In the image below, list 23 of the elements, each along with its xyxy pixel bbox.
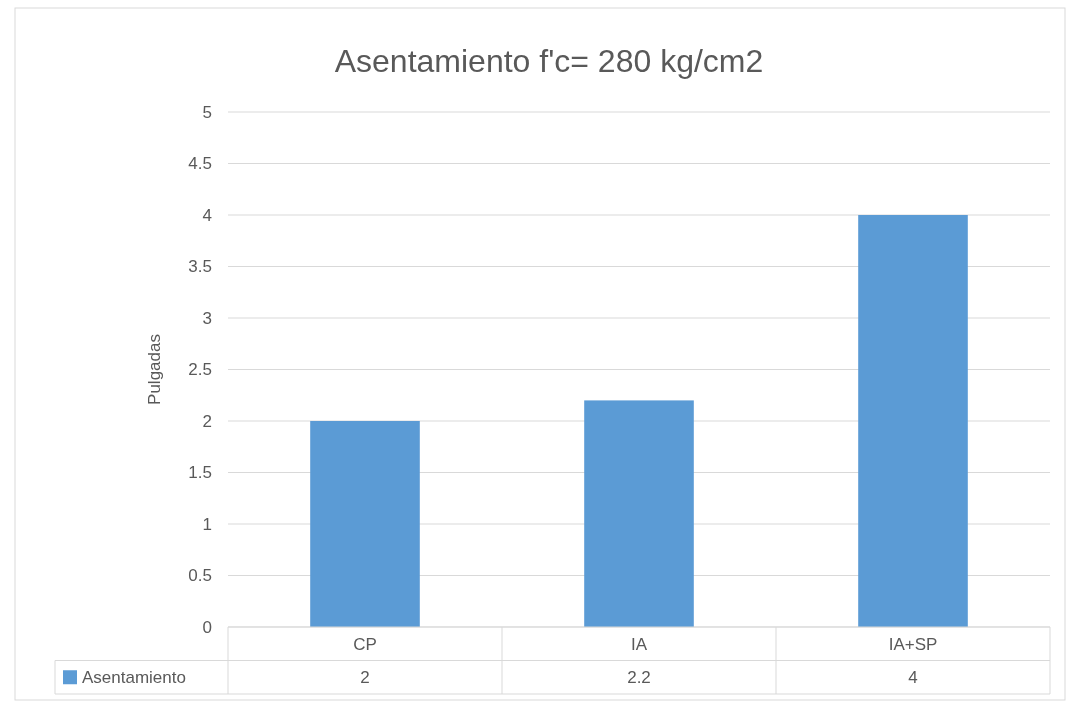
y-tick-label: 3.5 [188,257,212,277]
bar [584,400,694,627]
y-tick-label: 5 [202,102,212,122]
x-tick-label: IA+SP [888,634,938,654]
y-tick-label: 1 [202,514,212,534]
data-label: 4 [908,668,918,688]
y-axis-title: Pulgadas [145,334,164,405]
y-tick-label: 4 [202,205,212,225]
legend-label: Asentamiento [82,668,186,688]
y-tick-label: 0.5 [188,566,212,586]
chart-title: Asentamiento f'c= 280 kg/cm2 [334,43,764,79]
y-tick-label: 2.5 [188,360,212,380]
bar [310,421,420,627]
y-tick-label: 2 [202,411,212,431]
y-tick-label: 1.5 [188,463,212,483]
x-tick-label: CP [353,634,377,654]
x-tick-label: IA [630,634,648,654]
bar [858,215,968,627]
data-label: 2.2 [627,668,651,688]
y-tick-label: 4.5 [188,154,212,174]
y-tick-label: 0 [202,617,212,637]
y-tick-label: 3 [202,308,212,328]
data-label: 2 [360,668,370,688]
